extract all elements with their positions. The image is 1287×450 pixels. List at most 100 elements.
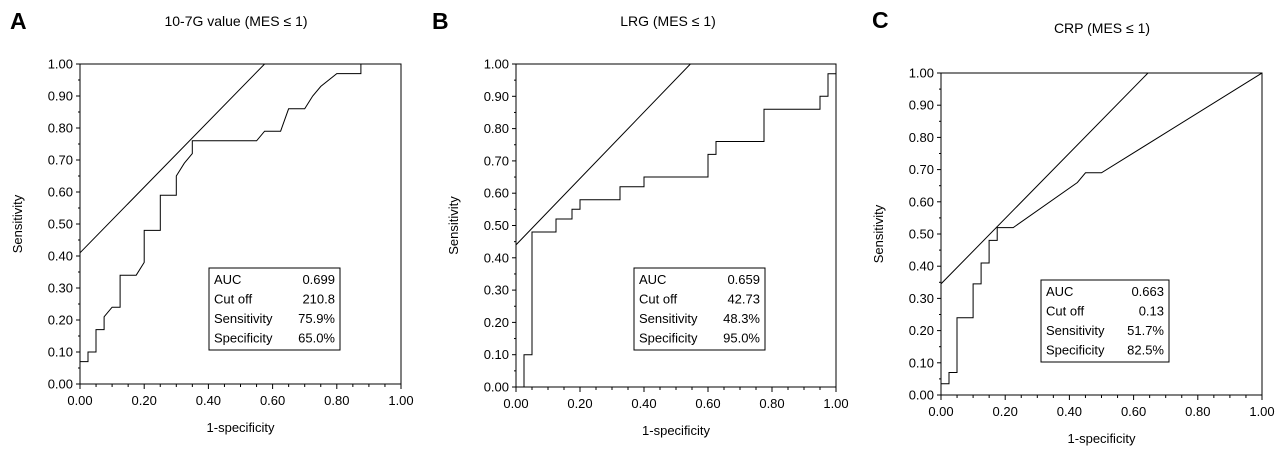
y-tick-label: 0.90 [48, 89, 73, 104]
x-tick-label: 0.00 [67, 393, 92, 408]
y-tick-label: 0.20 [48, 313, 73, 328]
panel-letter: B [432, 8, 449, 34]
y-tick-label: 0.50 [484, 218, 509, 233]
y-axis-label: Sensitivity [10, 194, 25, 253]
y-tick-label: 0.70 [48, 153, 73, 168]
y-tick-label: 0.60 [48, 185, 73, 200]
roc-panel-a: A 10-7G value (MES ≤ 1) 0.00 0.10 0.20 0.30 0.… [10, 8, 414, 435]
chart-title: 10-7G value (MES ≤ 1) [164, 13, 307, 29]
roc-curve [516, 64, 836, 387]
stats-box [633, 267, 766, 351]
stats-label: AUC [1046, 284, 1073, 299]
x-tick-label: 0.20 [567, 396, 592, 411]
stats-row: Sensitivity 51.7% [1046, 323, 1164, 338]
stats-label: Specificity [214, 331, 273, 346]
stats-value: 95.0% [723, 331, 760, 346]
stats-value: 82.5% [1127, 343, 1164, 358]
x-tick-label: 0.20 [132, 393, 157, 408]
stats-row: Cut off 42.73 [639, 292, 760, 307]
y-tick-label: 0.10 [484, 347, 509, 362]
panel-letter: A [10, 8, 27, 34]
x-tick-label: 0.40 [631, 396, 656, 411]
x-tick-label: 1.00 [1249, 404, 1274, 419]
stats-label: Cut off [639, 292, 677, 307]
stats-box [208, 267, 341, 351]
stats-label: AUC [639, 272, 666, 287]
chart-title: CRP (MES ≤ 1) [1054, 20, 1150, 36]
y-tick-label: 0.00 [48, 377, 73, 392]
tangent-line [80, 64, 265, 254]
y-tick-label: 0.70 [484, 153, 509, 168]
stats-value: 0.13 [1139, 304, 1164, 319]
stats-label: AUC [214, 272, 241, 287]
x-axis-label: 1-specificity [1068, 431, 1136, 446]
roc-curve [80, 64, 401, 384]
tangent-line [516, 64, 691, 246]
stats-value: 75.9% [298, 311, 335, 326]
y-tick-label: 0.30 [48, 281, 73, 296]
y-axis-label: Sensitivity [446, 196, 461, 255]
y-tick-label: 0.80 [909, 130, 934, 145]
y-tick-label: 0.50 [48, 217, 73, 232]
y-tick-label: 1.00 [484, 57, 509, 72]
x-tick-label: 0.60 [260, 393, 285, 408]
y-tick-label: 0.10 [48, 345, 73, 360]
x-axis-label: 1-specificity [207, 420, 275, 435]
y-tick-label: 0.60 [909, 194, 934, 209]
y-tick-label: 0.00 [484, 380, 509, 395]
x-tick-label: 0.20 [993, 404, 1018, 419]
roc-curve [941, 73, 1262, 395]
y-tick-label: 1.00 [48, 57, 73, 72]
stats-row: Cut off 0.13 [1046, 304, 1164, 319]
stats-label: Cut off [1046, 304, 1084, 319]
y-tick-label: 1.00 [909, 66, 934, 81]
y-tick-label: 0.80 [48, 121, 73, 136]
stats-row: AUC 0.699 [214, 272, 335, 287]
stats-label: Sensitivity [639, 311, 698, 326]
tangent-line [941, 73, 1149, 285]
x-axis-label: 1-specificity [642, 423, 710, 438]
roc-panel-c: C CRP (MES ≤ 1) 0.00 0.10 0.20 0.30 0.40 0.50 0.… [871, 7, 1275, 446]
stats-row: AUC 0.659 [639, 272, 760, 287]
y-axis-label: Sensitivity [871, 204, 886, 263]
stats-row: Specificity 95.0% [639, 331, 760, 346]
stats-label: Sensitivity [1046, 323, 1105, 338]
stats-box [1040, 279, 1170, 363]
y-tick-label: 0.90 [909, 98, 934, 113]
stats-label: Specificity [639, 331, 698, 346]
stats-value: 51.7% [1127, 323, 1164, 338]
x-tick-label: 0.40 [1057, 404, 1082, 419]
x-tick-label: 0.80 [1185, 404, 1210, 419]
stats-row: Sensitivity 48.3% [639, 311, 760, 326]
y-tick-label: 0.70 [909, 162, 934, 177]
x-tick-label: 0.80 [324, 393, 349, 408]
y-tick-label: 0.40 [484, 250, 509, 265]
panel-letter: C [872, 7, 889, 33]
y-tick-label: 0.90 [484, 89, 509, 104]
stats-label: Specificity [1046, 343, 1105, 358]
x-tick-label: 1.00 [388, 393, 413, 408]
y-tick-label: 0.30 [484, 283, 509, 298]
stats-row: Cut off 210.8 [214, 292, 335, 307]
stats-row: AUC 0.663 [1046, 284, 1164, 299]
x-tick-label: 0.60 [1121, 404, 1146, 419]
stats-row: Sensitivity 75.9% [214, 311, 335, 326]
stats-value: 42.73 [727, 292, 760, 307]
stats-row: Specificity 82.5% [1046, 343, 1164, 358]
x-tick-label: 0.60 [695, 396, 720, 411]
stats-value: 0.699 [302, 272, 335, 287]
y-tick-label: 0.20 [909, 323, 934, 338]
stats-value: 0.663 [1131, 284, 1164, 299]
stats-value: 48.3% [723, 311, 760, 326]
y-tick-label: 0.30 [909, 291, 934, 306]
x-tick-label: 1.00 [823, 396, 848, 411]
stats-label: Sensitivity [214, 311, 273, 326]
y-tick-label: 0.20 [484, 315, 509, 330]
y-tick-label: 0.10 [909, 355, 934, 370]
stats-row: Specificity 65.0% [214, 331, 335, 346]
y-tick-label: 0.00 [909, 388, 934, 403]
y-tick-label: 0.80 [484, 121, 509, 136]
y-tick-label: 0.40 [909, 259, 934, 274]
x-tick-label: 0.80 [759, 396, 784, 411]
